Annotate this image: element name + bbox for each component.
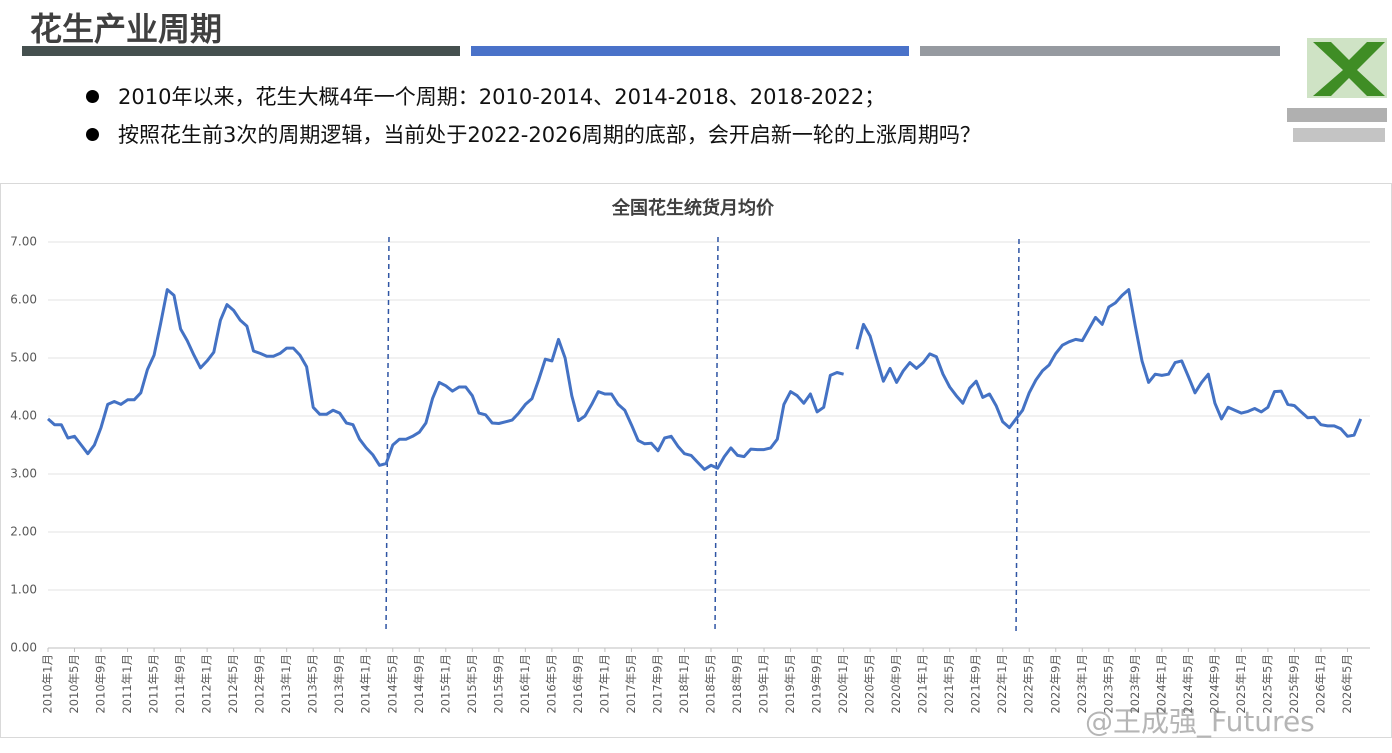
- x-tick-label: 2016年5月: [544, 654, 558, 714]
- x-tick-label: 2024年5月: [1181, 654, 1195, 714]
- x-tick-label: 2012年9月: [253, 654, 267, 714]
- x-tick-label: 2017年5月: [624, 654, 638, 714]
- x-tick-label: 2011年1月: [120, 654, 134, 714]
- title-bar: [471, 46, 909, 56]
- x-tick-label: 2020年5月: [863, 654, 877, 714]
- bullet: 2010年以来，花生大概4年一个周期：2010-2014、2014-2018、2…: [84, 78, 981, 116]
- x-tick-label: 2022年1月: [995, 654, 1009, 714]
- title-bar: [22, 46, 460, 56]
- x-tick-label: 2011年5月: [147, 654, 161, 714]
- bullet: 按照花生前3次的周期逻辑，当前处于2022-2026周期的底部，会开启新一轮的上…: [84, 116, 981, 154]
- x-tick-label: 2013年9月: [332, 654, 346, 714]
- x-tick-label: 2010年1月: [41, 654, 55, 714]
- x-tick-label: 2017年9月: [650, 654, 664, 714]
- x-tick-label: 2024年1月: [1154, 654, 1168, 714]
- x-tick-label: 2016年9月: [571, 654, 585, 714]
- x-tick-label: 2010年9月: [94, 654, 108, 714]
- cycle-divider: [1015, 238, 1020, 636]
- x-tick-label: 2016年1月: [518, 654, 532, 714]
- x-tick-label: 2023年5月: [1101, 654, 1115, 714]
- cycle-divider: [714, 236, 719, 634]
- x-tick-label: 2012年5月: [226, 654, 240, 714]
- x-tick-label: 2018年5月: [704, 654, 718, 714]
- x-tick-label: 2022年9月: [1048, 654, 1062, 714]
- chart: 全国花生统货月均价 0.00 1.00 2.00 3.00 4.00 5.00 6.00 7.…: [0, 183, 1392, 738]
- x-tick-label: 2013年5月: [306, 654, 320, 714]
- y-tick-label: 1.00: [10, 583, 37, 597]
- x-tick-label: 2025年1月: [1234, 654, 1248, 714]
- x-tick-label: 2023年9月: [1128, 654, 1142, 714]
- x-tick-label: 2015年5月: [465, 654, 479, 714]
- chart-title: 全国花生统货月均价: [611, 197, 775, 219]
- x-tick-label: 2025年9月: [1287, 654, 1301, 714]
- y-tick-label: 4.00: [10, 409, 37, 423]
- x-tick-label: 2014年9月: [412, 654, 426, 714]
- x-tick-label: 2026年5月: [1340, 654, 1354, 714]
- x-tick-label: 2021年9月: [969, 654, 983, 714]
- x-tick-label: 2020年1月: [836, 654, 850, 714]
- x-tick-label: 2024年9月: [1207, 654, 1221, 714]
- x-tick-label: 2018年9月: [730, 654, 744, 714]
- x-tick-label: 2020年9月: [889, 654, 903, 714]
- x-tick-label: 2022年5月: [1022, 654, 1036, 714]
- x-tick-label: 2026年1月: [1313, 654, 1327, 714]
- x-tick-label: 2019年9月: [810, 654, 824, 714]
- y-tick-label: 2.00: [10, 525, 37, 539]
- y-tick-label: 5.00: [10, 351, 37, 365]
- cycle-dividers: [385, 236, 1020, 636]
- y-tick-label: 3.00: [10, 467, 37, 481]
- x-tick-label: 2021年5月: [942, 654, 956, 714]
- y-tick-label: 6.00: [10, 293, 37, 307]
- x-tick-label: 2025年5月: [1260, 654, 1274, 714]
- x-tick-label: 2019年5月: [783, 654, 797, 714]
- x-tick-label: 2018年1月: [677, 654, 691, 714]
- cycle-divider: [385, 236, 390, 634]
- x-tick-label: 2013年1月: [279, 654, 293, 714]
- x-tick-label: 2012年1月: [200, 654, 214, 714]
- x-tick-label: 2015年1月: [438, 654, 452, 714]
- x-tick-label: 2023年1月: [1075, 654, 1089, 714]
- logo: [1287, 38, 1387, 142]
- price-line: [47, 288, 1363, 471]
- watermark: @王成强_Futures: [1085, 705, 1315, 738]
- x-tick-label: 2014年1月: [359, 654, 373, 714]
- x-tick-label: 2014年5月: [385, 654, 399, 714]
- y-tick-label: 7.00: [10, 235, 37, 249]
- x-tick-label: 2021年1月: [916, 654, 930, 714]
- title-bar: [920, 46, 1280, 56]
- x-tick-label: 2010年5月: [67, 654, 81, 714]
- slide-title: 花生产业周期: [30, 10, 223, 48]
- x-tick-label: 2017年1月: [597, 654, 611, 714]
- bullet-list: 2010年以来，花生大概4年一个周期：2010-2014、2014-2018、2…: [84, 78, 981, 154]
- x-tick-label: 2011年9月: [173, 654, 187, 714]
- y-tick-label: 0.00: [10, 641, 37, 655]
- x-tick-label: 2019年1月: [757, 654, 771, 714]
- x-tick-label: 2015年9月: [491, 654, 505, 714]
